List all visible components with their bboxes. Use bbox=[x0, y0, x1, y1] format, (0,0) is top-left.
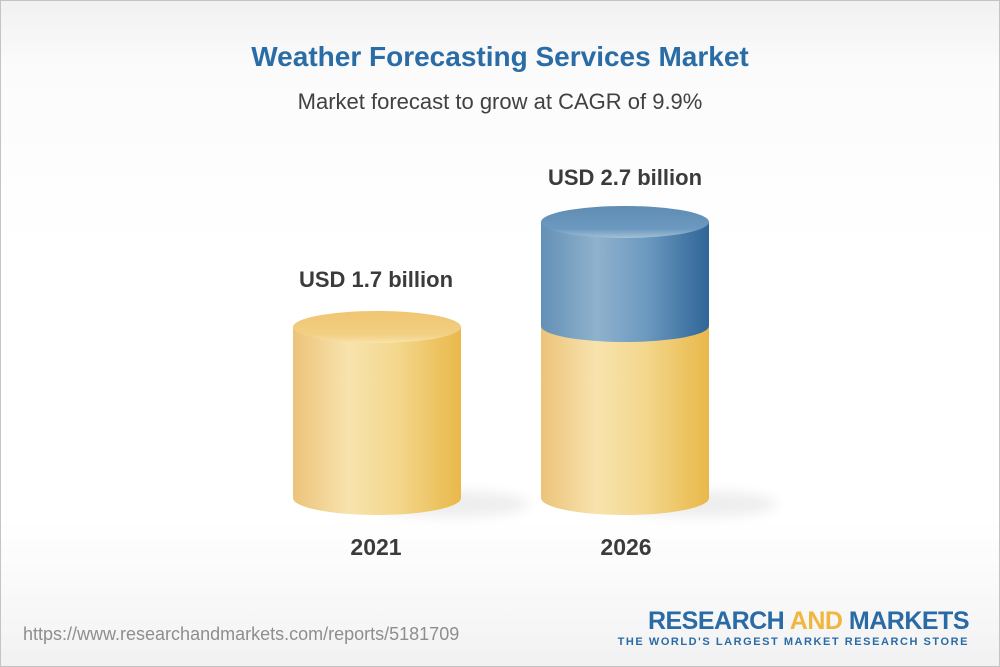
logo-wordmark: RESEARCH AND MARKETS bbox=[618, 607, 970, 635]
cylinder-2021 bbox=[293, 311, 461, 515]
logo-word-markets: MARKETS bbox=[848, 607, 970, 635]
footer-url: https://www.researchandmarkets.com/repor… bbox=[23, 624, 460, 644]
research-and-markets-logo: RESEARCH AND MARKETS THE WORLD'S LARGEST… bbox=[617, 607, 970, 649]
logo-word-research: RESEARCH bbox=[647, 607, 785, 635]
year-label-2026: 2026 bbox=[600, 534, 652, 560]
value-label-2021: USD 1.7 billion bbox=[298, 267, 454, 292]
cylinder-2026-growth bbox=[541, 206, 709, 342]
year-label-2021: 2021 bbox=[350, 534, 402, 560]
value-label-2026: USD 2.7 billion bbox=[547, 165, 703, 190]
chart-subtitle: Market forecast to grow at CAGR of 9.9% bbox=[297, 89, 703, 114]
logo-tagline: THE WORLD'S LARGEST MARKET RESEARCH STOR… bbox=[617, 636, 969, 648]
logo-word-and: AND bbox=[789, 607, 843, 635]
chart-title: Weather Forecasting Services Market bbox=[251, 41, 749, 72]
